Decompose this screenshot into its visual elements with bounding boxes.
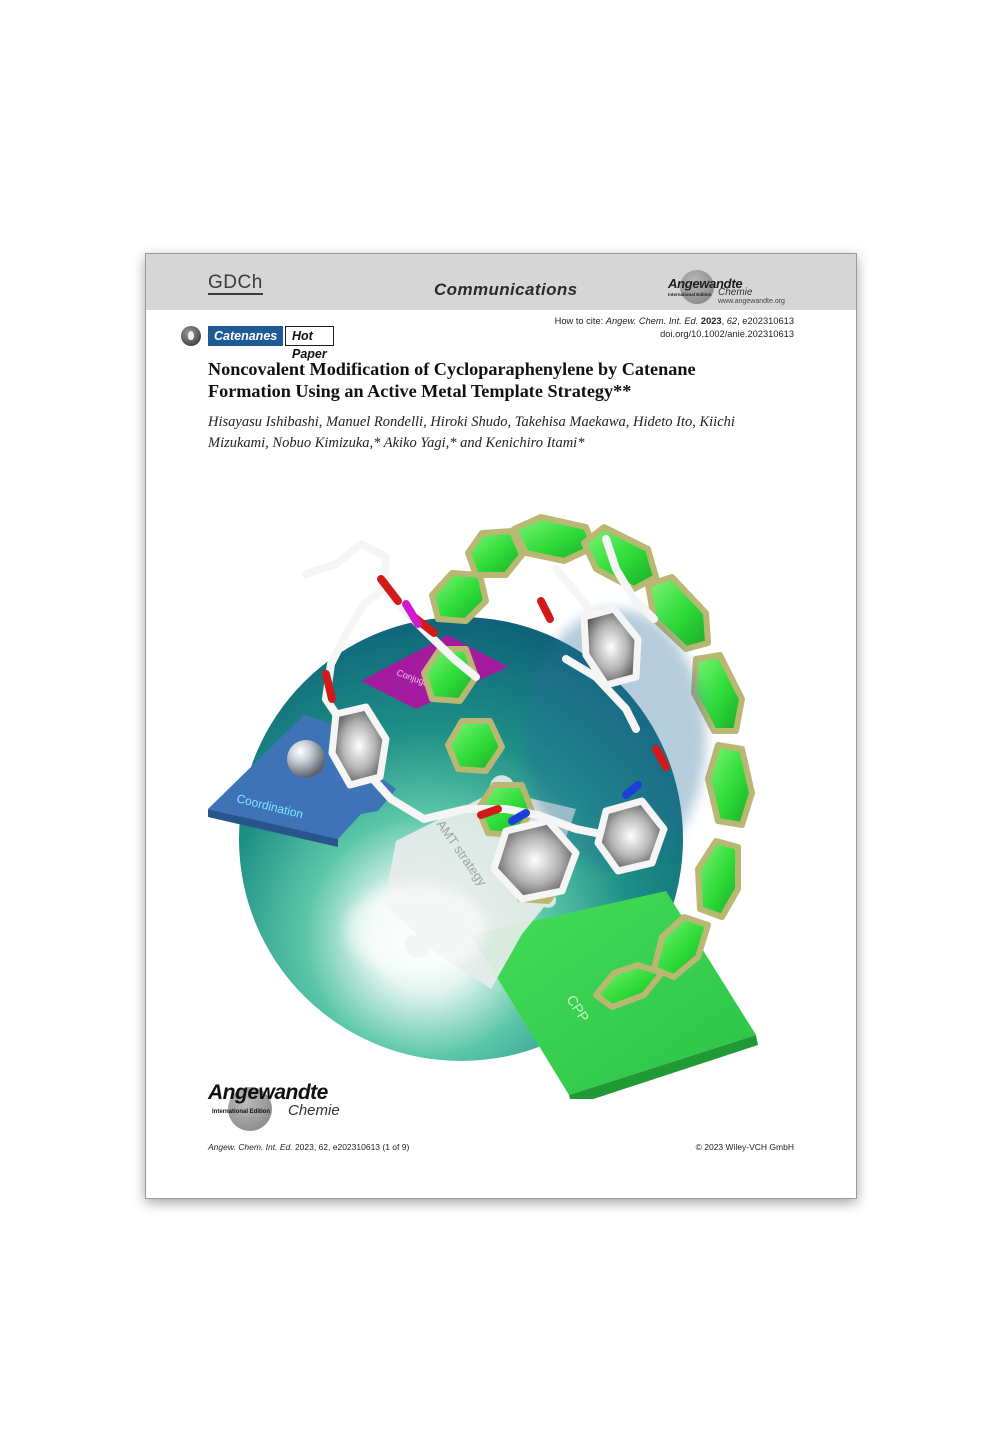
hot-paper-flame-icon [181, 326, 201, 346]
footer-logo-edition: International Edition [212, 1109, 270, 1115]
article-title: Noncovalent Modification of Cycloparaphe… [208, 359, 696, 401]
toc-graphic: CPP AMT strategy Coordination Conjugatio… [208, 514, 758, 1099]
hot-paper-badge: Hot Paper [285, 326, 334, 361]
logo-name: Angewandte [668, 276, 743, 291]
doi-link[interactable]: doi.org/10.1002/anie.202310613 [660, 329, 794, 339]
heteroatoms [322, 575, 670, 825]
footer-logo-subtitle: Chemie [288, 1102, 340, 1119]
angewandte-footer-logo: Angewandte International Edition Chemie [206, 1079, 366, 1131]
angewandte-header-logo: Angewandte International Edition Chemie … [666, 268, 796, 308]
footer-journal: Angew. Chem. Int. Ed. [208, 1142, 293, 1152]
logo-edition: International Edition [668, 292, 712, 297]
section-title: Communications [434, 280, 578, 299]
footer-logo-name: Angewandte [208, 1081, 328, 1104]
copyright-notice: © 2023 Wiley-VCH GmbH [695, 1142, 794, 1152]
logo-circle-icon [680, 270, 714, 304]
category-tag[interactable]: Catenanes [208, 326, 284, 346]
citation-journal: Angew. Chem. Int. Ed. [605, 316, 699, 326]
footer-ref: 2023, 62, e202310613 (1 of 9) [292, 1142, 410, 1152]
gdch-logo: GDCh [208, 272, 263, 295]
citation-prefix: How to cite: [554, 316, 606, 326]
citation-line: How to cite: Angew. Chem. Int. Ed. 2023,… [554, 316, 794, 326]
journal-header: GDCh Communications Angewandte Internati… [146, 254, 856, 310]
footer-citation: Angew. Chem. Int. Ed. 2023, 62, e2023106… [208, 1142, 409, 1152]
axle-aromatic-rings [328, 605, 668, 903]
metal-ion-sphere [287, 740, 325, 778]
article-page: GDCh Communications Angewandte Internati… [145, 253, 857, 1199]
logo-subtitle: Chemie [718, 287, 753, 298]
citation-volume: 62 [726, 316, 738, 326]
citation-article-id: e202310613 [742, 316, 794, 326]
author-list: Hisayasu Ishibashi, Manuel Rondelli, Hir… [208, 414, 735, 451]
footer-logo-circle-icon [228, 1087, 272, 1131]
citation-block: How to cite: Angew. Chem. Int. Ed. 2023,… [555, 315, 794, 341]
citation-year: 2023 [700, 316, 722, 326]
journal-url[interactable]: www.angewandte.org [718, 298, 785, 305]
